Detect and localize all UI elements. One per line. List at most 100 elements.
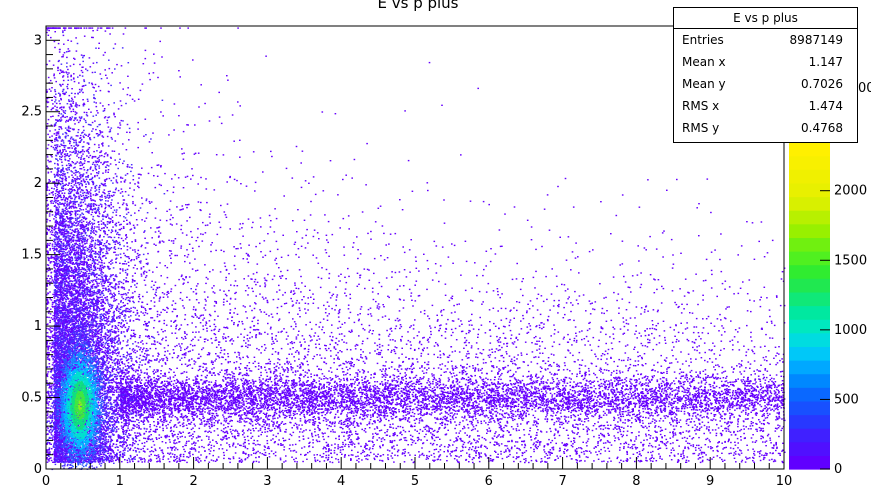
- data-point: [415, 260, 417, 262]
- data-point: [524, 341, 527, 343]
- data-point: [410, 295, 412, 297]
- data-point: [437, 436, 439, 438]
- data-point: [174, 284, 177, 287]
- data-point: [753, 346, 756, 348]
- data-point: [498, 345, 501, 347]
- data-point: [158, 342, 161, 344]
- data-point: [646, 328, 648, 330]
- data-point: [174, 439, 176, 441]
- data-point: [286, 361, 288, 364]
- data-point: [443, 199, 445, 201]
- data-point: [405, 384, 408, 386]
- data-point: [51, 318, 54, 320]
- data-point: [645, 435, 648, 437]
- data-point: [712, 456, 715, 458]
- data-point: [444, 433, 447, 436]
- data-point: [226, 75, 228, 77]
- data-point: [469, 435, 471, 437]
- data-point: [354, 345, 357, 347]
- data-point: [253, 385, 255, 387]
- data-point: [77, 221, 80, 223]
- data-point: [264, 426, 266, 429]
- data-point: [262, 298, 265, 300]
- data-point: [262, 256, 264, 258]
- data-point: [103, 436, 106, 438]
- data-point: [535, 420, 537, 422]
- data-point: [483, 438, 486, 440]
- data-point: [293, 290, 295, 292]
- data-point: [663, 388, 666, 390]
- data-point: [372, 437, 374, 439]
- data-point: [136, 309, 138, 312]
- data-point: [366, 387, 368, 389]
- data-point: [50, 457, 52, 459]
- data-point: [398, 357, 400, 359]
- data-point: [376, 307, 379, 309]
- data-point: [209, 213, 211, 215]
- data-point: [240, 461, 243, 463]
- data-point: [551, 268, 553, 270]
- data-point: [751, 349, 753, 351]
- data-point: [560, 415, 563, 418]
- data-point: [661, 437, 663, 439]
- data-point: [737, 292, 740, 295]
- data-point: [364, 362, 366, 364]
- data-point: [537, 429, 539, 431]
- data-point: [472, 461, 474, 464]
- data-point: [281, 409, 284, 412]
- data-point: [218, 373, 220, 376]
- data-point: [153, 62, 156, 64]
- data-point: [73, 207, 75, 209]
- data-point: [653, 457, 655, 460]
- data-point: [257, 435, 260, 437]
- data-point: [201, 348, 203, 351]
- data-point: [709, 441, 711, 443]
- data-point: [237, 434, 239, 437]
- data-point: [57, 60, 60, 63]
- data-point: [687, 446, 689, 449]
- data-point: [144, 308, 146, 310]
- data-point: [680, 433, 682, 435]
- data-point: [722, 392, 725, 394]
- data-point: [293, 449, 296, 452]
- data-point: [300, 374, 303, 376]
- data-point: [205, 322, 208, 324]
- data-point: [141, 442, 143, 445]
- data-point: [52, 261, 55, 263]
- data-point: [108, 346, 110, 348]
- data-point: [233, 312, 235, 314]
- data-point: [232, 443, 235, 445]
- data-point: [170, 325, 172, 327]
- data-point: [643, 353, 646, 355]
- data-point: [113, 423, 116, 425]
- data-point: [69, 138, 72, 140]
- data-point: [272, 418, 274, 420]
- data-point: [334, 309, 336, 311]
- data-point: [710, 251, 713, 253]
- data-point: [111, 150, 114, 152]
- data-point: [718, 365, 720, 368]
- data-point: [522, 314, 524, 317]
- data-point: [166, 357, 169, 360]
- data-point: [385, 368, 387, 370]
- data-point: [702, 318, 704, 320]
- data-point: [522, 414, 524, 416]
- data-point: [232, 445, 234, 447]
- data-point: [327, 220, 330, 223]
- data-point: [271, 429, 273, 431]
- data-point: [626, 450, 628, 453]
- data-point: [147, 172, 150, 175]
- data-point: [535, 373, 538, 375]
- data-point: [126, 322, 128, 324]
- data-point: [191, 358, 193, 360]
- data-point: [564, 290, 567, 292]
- data-point: [238, 356, 241, 359]
- data-point: [145, 348, 148, 350]
- data-point: [315, 323, 317, 326]
- data-point: [89, 258, 92, 261]
- data-point: [286, 367, 288, 369]
- data-point: [346, 348, 348, 351]
- data-point: [571, 251, 574, 253]
- data-point: [632, 413, 634, 416]
- data-point: [414, 422, 417, 425]
